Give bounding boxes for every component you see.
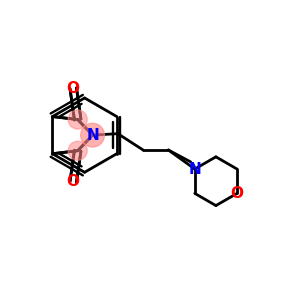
Text: O: O	[67, 81, 80, 96]
Circle shape	[68, 141, 87, 160]
Circle shape	[81, 123, 104, 147]
Text: O: O	[67, 175, 80, 190]
Circle shape	[68, 110, 87, 129]
Text: O: O	[230, 186, 244, 201]
Text: N: N	[188, 161, 201, 176]
Text: N: N	[86, 128, 99, 142]
